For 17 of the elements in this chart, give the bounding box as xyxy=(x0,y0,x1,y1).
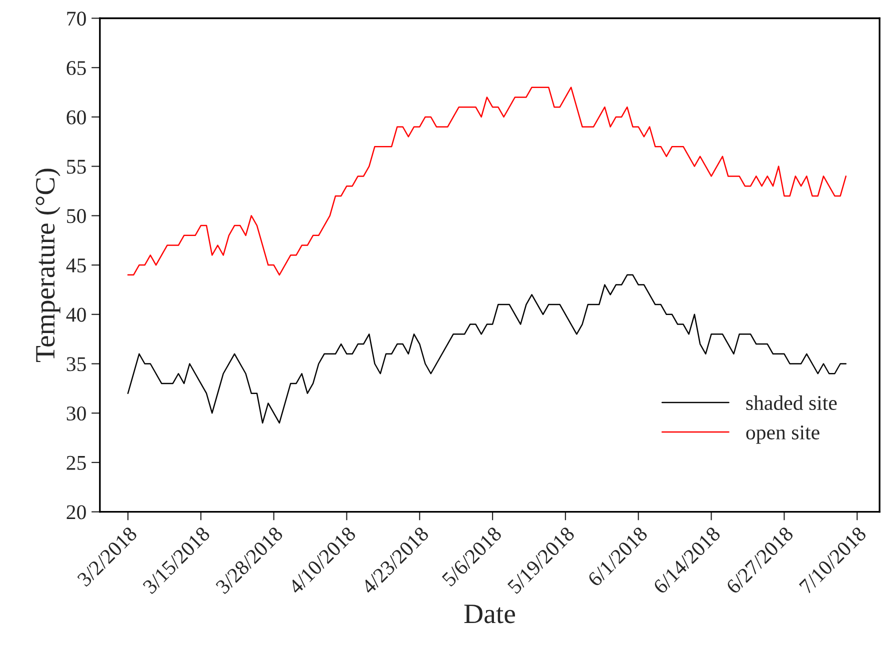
y-tick-label: 55 xyxy=(67,160,86,174)
line-series xyxy=(127,274,847,424)
y-tick-label: 70 xyxy=(67,12,86,26)
y-axis-title: Temperature (°C) xyxy=(35,168,60,362)
y-tick-label: 20 xyxy=(66,505,86,520)
y-tick-label: 40 xyxy=(66,308,86,322)
x-axis-title: Date xyxy=(464,604,515,624)
legend-label: open site xyxy=(746,425,820,444)
y-tick-label: 45 xyxy=(66,258,86,272)
line-series xyxy=(127,86,847,276)
y-tick-label: 60 xyxy=(66,110,86,124)
y-tick-label: 65 xyxy=(66,61,86,76)
legend-label: shaded site xyxy=(746,395,837,410)
y-tick-label: 25 xyxy=(66,456,86,470)
y-tick-label: 30 xyxy=(66,406,86,421)
y-tick-label: 35 xyxy=(66,357,86,372)
y-tick-label: 50 xyxy=(67,209,86,224)
